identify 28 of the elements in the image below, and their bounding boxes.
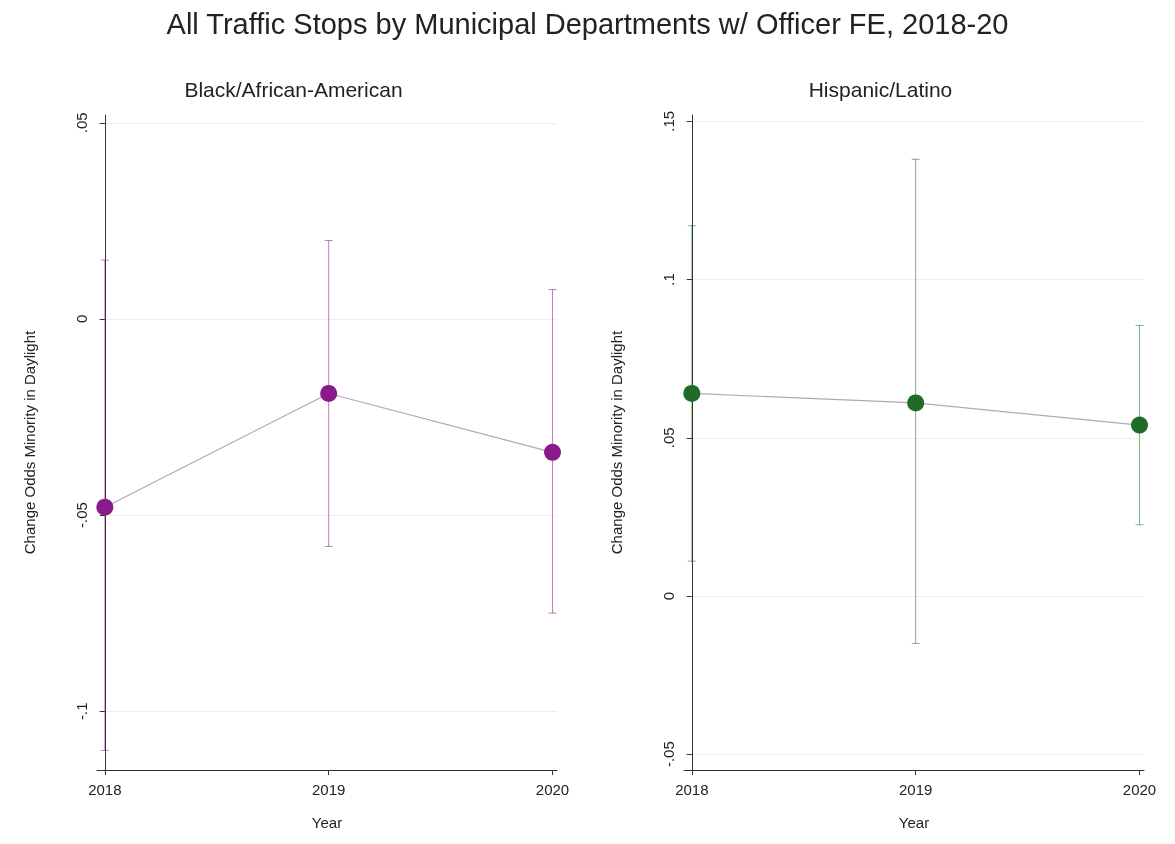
y-tick-label: .05 xyxy=(660,427,677,449)
y-axis-title: Change Odds Minority in Daylight xyxy=(608,329,625,555)
x-tick-label: 2018 xyxy=(88,781,122,798)
point xyxy=(544,443,562,461)
x-tick-label: 2020 xyxy=(1122,781,1157,798)
x-tick-label: 2020 xyxy=(535,781,570,798)
y-tick-label: .15 xyxy=(660,110,677,132)
y-tick-label: 0 xyxy=(660,591,677,601)
point xyxy=(907,394,925,412)
point xyxy=(683,384,701,402)
x-axis-title: Year xyxy=(311,814,343,831)
text: All Traffic Stops by Municipal Departments w/ Officer FE, 2018-20 xyxy=(165,8,1010,41)
x-tick-label: 2019 xyxy=(311,781,346,798)
point xyxy=(1131,416,1149,434)
y-tick-label: 0 xyxy=(73,314,90,324)
y-tick-label: -.05 xyxy=(660,741,677,768)
y-tick-label: -.1 xyxy=(73,702,90,720)
point xyxy=(320,384,338,402)
y-tick-label: .05 xyxy=(73,112,90,134)
y-tick-label: .1 xyxy=(660,273,677,286)
x-tick-label: 2018 xyxy=(675,781,709,798)
y-tick-label: -.05 xyxy=(73,502,90,528)
point xyxy=(96,498,114,516)
x-axis-title: Year xyxy=(898,814,930,831)
chart-title: Hispanic/Latino xyxy=(808,78,953,101)
y-axis-title: Change Odds Minority in Daylight xyxy=(21,329,38,555)
chart-title: Black/African-American xyxy=(184,78,403,101)
x-tick-label: 2019 xyxy=(898,781,933,798)
